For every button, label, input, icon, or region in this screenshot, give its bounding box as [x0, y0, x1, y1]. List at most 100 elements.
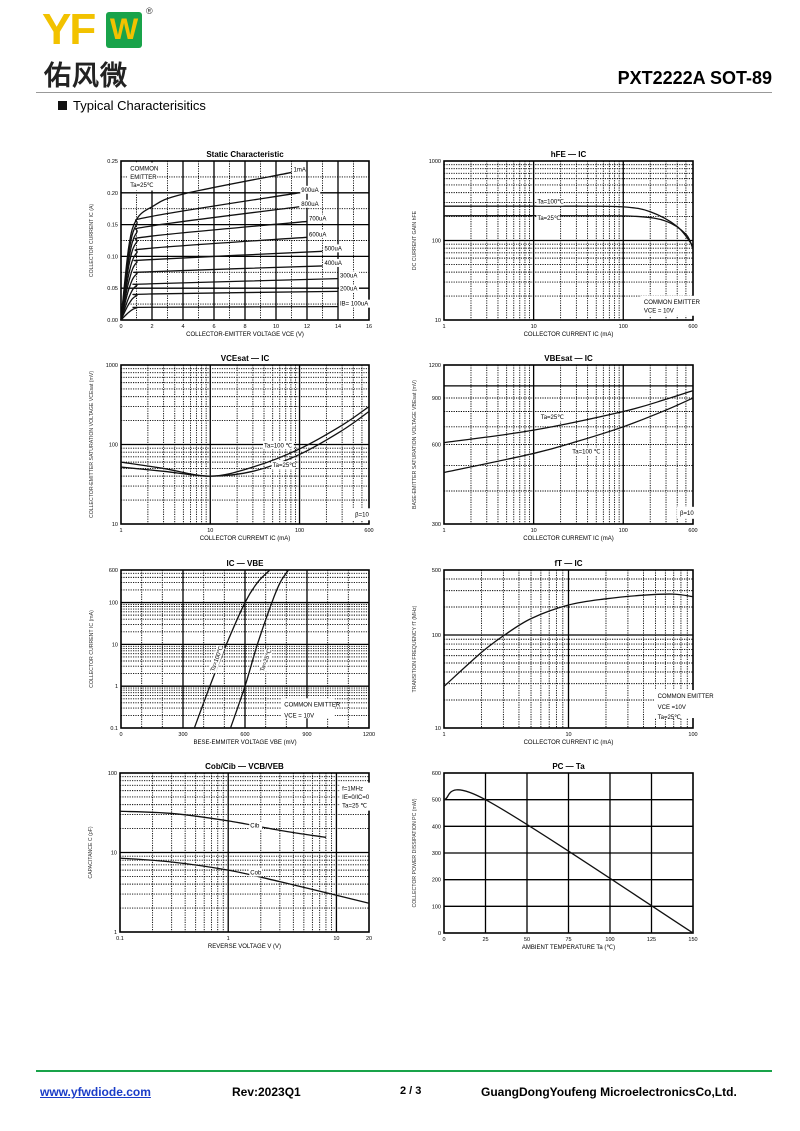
x-tick-label: 12: [304, 324, 310, 330]
chart-annotation: Ta=25℃: [130, 183, 154, 189]
chart-annotation: COMMON EMITTER: [284, 702, 341, 708]
annotation-box: [640, 295, 695, 316]
y-tick-label: 600: [432, 443, 441, 449]
series-label: IB= 100uA: [340, 302, 368, 308]
chart-annotation: f=1MHz: [342, 787, 363, 793]
series-label: 500uA: [325, 246, 342, 252]
series-line: [120, 236, 308, 321]
x-tick-label: 100: [688, 732, 697, 738]
footer-divider: [36, 1070, 772, 1072]
x-axis-label: REVERSE VOLTAGE V (V): [208, 944, 281, 950]
plot-frame: [120, 569, 370, 729]
x-tick-label: 14: [335, 324, 341, 330]
company-logo: YF W ® 佑风微: [42, 5, 153, 92]
x-tick-label: 1: [119, 528, 122, 534]
chart-annotation: COMMON EMITTER: [644, 300, 701, 306]
x-tick-label: 4: [181, 324, 184, 330]
series-label-bg: [308, 214, 328, 223]
x-axis-label: COLLECTOR CURREMT IC (mA): [200, 536, 290, 542]
website-link[interactable]: www.yfwdiode.com: [40, 1085, 151, 1099]
y-tick-label: 100: [109, 443, 118, 449]
y-axis-label: BASE-EMITTER SATURATION VOLTAGE VBEsat (…: [412, 380, 418, 509]
y-tick-label: 0.1: [110, 726, 118, 732]
y-tick-label: 900: [432, 396, 441, 402]
y-tick-label: 1: [115, 684, 118, 690]
chart-annotation: COMMON EMITTER: [658, 694, 715, 700]
series-label-bg: [536, 197, 564, 206]
chart-annotation: Ta=25 ℃: [342, 803, 367, 809]
x-tick-label: 10: [531, 324, 537, 330]
x-tick-label: 0.1: [116, 936, 124, 942]
series-label-bg: [323, 258, 344, 267]
header-divider: [36, 92, 772, 93]
series-line: [120, 410, 370, 477]
logo-yf: YF: [42, 5, 96, 54]
series-line: [120, 406, 370, 477]
x-tick-label: 100: [295, 528, 304, 534]
y-tick-label: 0.25: [107, 159, 118, 165]
chart-title: VBEsat — IC: [544, 354, 593, 363]
series-line: [120, 206, 300, 321]
annotation-box: [127, 162, 158, 191]
x-tick-label: 1: [227, 936, 230, 942]
y-tick-label: 0: [438, 931, 441, 937]
logo-w: W: [106, 12, 142, 48]
series-label: 1mA: [294, 167, 306, 173]
section-heading: Typical Characterisitics: [58, 98, 206, 113]
series-label: 600uA: [309, 232, 326, 238]
y-tick-label: 600: [432, 771, 441, 777]
x-tick-label: 1: [442, 528, 445, 534]
x-tick-label: 10: [565, 732, 571, 738]
x-tick-label: 900: [302, 732, 311, 738]
y-axis-label: COLLECTOR CURRENT IC (A): [89, 204, 95, 278]
series-line: [119, 810, 327, 839]
series-label: Ta=100 ℃: [264, 443, 293, 449]
chart-annotation: β=10: [680, 511, 694, 517]
y-tick-label: 500: [432, 568, 441, 574]
series-line: [443, 593, 694, 687]
x-tick-label: 10: [531, 528, 537, 534]
y-tick-label: 1000: [106, 363, 118, 369]
series-label: Ta=100℃: [537, 200, 564, 206]
x-tick-label: 600: [240, 732, 249, 738]
x-axis-label: AMBIENT TEMPERATURE Ta (℃): [522, 945, 615, 951]
y-tick-label: 1000: [429, 159, 441, 165]
series-label-bg: [300, 185, 321, 194]
logo-chinese-name: 佑风微: [44, 61, 128, 92]
y-tick-label: 10: [435, 318, 441, 324]
x-tick-label: 8: [243, 324, 246, 330]
chart-annotation: EMITTER: [130, 175, 157, 181]
series-label-bg: [271, 461, 296, 470]
y-tick-label: 10: [435, 726, 441, 732]
series-line: [229, 569, 289, 729]
y-tick-label: 1: [114, 930, 117, 936]
plot-frame: [120, 364, 370, 525]
y-tick-label: 10: [111, 851, 117, 857]
x-tick-label: 75: [565, 937, 571, 943]
chart-annotation: VCE = 10V: [284, 713, 314, 719]
chart-title: Static Characteristic: [206, 150, 284, 159]
x-tick-label: 100: [619, 528, 628, 534]
revision: Rev:2023Q1: [232, 1085, 301, 1099]
section-title: Typical Characterisitics: [73, 98, 206, 113]
series-line: [443, 397, 694, 474]
series-line: [443, 789, 694, 934]
plot-frame: [120, 160, 370, 321]
series-label-bg: [539, 412, 564, 421]
series-label: Ta=25℃: [273, 463, 297, 469]
x-tick-label: 10: [207, 528, 213, 534]
registered-mark: ®: [146, 6, 153, 16]
series-label: 700uA: [309, 216, 326, 222]
series-label-bg: [339, 299, 374, 308]
series-line: [120, 290, 339, 321]
chart-annotation: VCE = 10V: [644, 308, 674, 314]
series-label: 200uA: [340, 286, 357, 292]
x-tick-label: 100: [619, 324, 628, 330]
plot-frame: [443, 772, 694, 934]
series-label: Cob: [250, 870, 262, 876]
y-tick-label: 300: [432, 522, 441, 528]
annotation-box: [339, 782, 376, 811]
x-tick-label: 10: [273, 324, 279, 330]
y-tick-label: 400: [432, 824, 441, 830]
series-label-bg: [257, 648, 274, 674]
